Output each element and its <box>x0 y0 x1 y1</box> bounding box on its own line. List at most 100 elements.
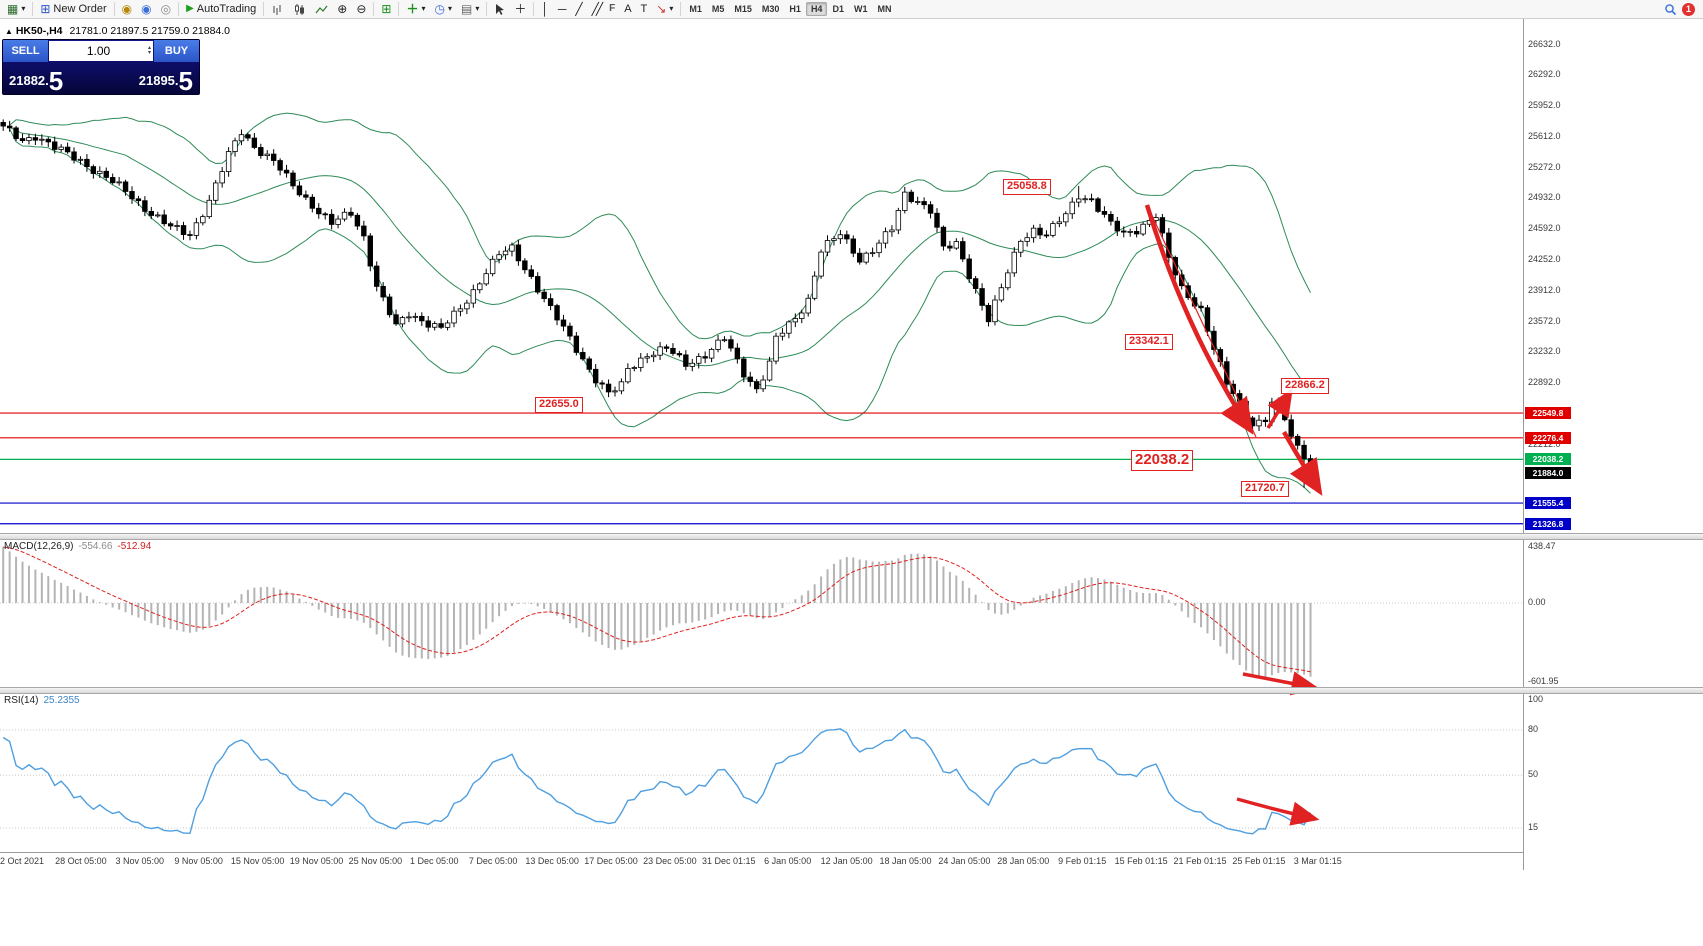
timeframe-m30[interactable]: M30 <box>761 3 780 14</box>
timeframe-w1[interactable]: W1 <box>853 3 868 14</box>
text-icon: A <box>624 2 632 15</box>
vertical-line-tool[interactable]: │ <box>537 1 553 18</box>
channel-tool[interactable]: ╱╱ <box>588 1 604 18</box>
text-tool[interactable]: A <box>620 1 635 18</box>
downtrend-arrow <box>1144 204 1254 435</box>
autotrading-button[interactable]: ▶ AutoTrading <box>186 3 257 15</box>
timeframe-m1[interactable]: M1 <box>689 3 702 14</box>
buy-price: 21895. 5 <box>138 66 193 96</box>
panel-splitter-macd[interactable] <box>0 533 1703 540</box>
timeframe-m15[interactable]: M15 <box>734 3 752 14</box>
arrows-tool[interactable]: ↘ ▾ <box>652 1 677 18</box>
periods-button[interactable]: ◷ ▾ <box>431 1 457 18</box>
rsi-label: RSI(14) 25.2355 <box>4 695 80 706</box>
stepper-down-icon[interactable]: ▾ <box>147 50 151 56</box>
sell-price: 21882. 5 <box>9 66 64 96</box>
collapse-panel-icon[interactable]: ▲ <box>5 27 13 36</box>
label-icon: T <box>640 2 648 15</box>
zoom-out-icon: ⊖ <box>356 2 367 16</box>
globe-icon: ◉ <box>141 2 152 16</box>
panel-splitter-rsi[interactable] <box>0 687 1703 694</box>
volume-input[interactable] <box>49 43 148 59</box>
rsi-value: 25.2355 <box>43 695 80 706</box>
zoom-in-button[interactable]: ⊕ <box>333 1 351 18</box>
trendline-tool[interactable]: ╱ <box>571 1 586 18</box>
search-button[interactable] <box>1660 1 1681 18</box>
community-button[interactable]: ◉ <box>137 1 155 18</box>
label-tool[interactable]: T <box>637 1 652 18</box>
stepper-up-icon[interactable]: ▴ <box>147 45 151 51</box>
price-axis-border <box>1523 19 1524 870</box>
chevron-down-icon: ▾ <box>448 4 453 13</box>
one-click-trading-panel: SELL ▴▾ BUY 21882.5 21895.5 <box>2 39 200 95</box>
chevron-down-icon: ▾ <box>669 4 674 13</box>
macd-signal-value: -512.94 <box>117 541 152 552</box>
arrow-tool-icon: ↘ <box>656 2 667 16</box>
timeframe-mn[interactable]: MN <box>877 3 892 14</box>
macd-label: MACD(12,26,9) -554.66 -512.94 <box>4 541 152 552</box>
candlestick-chart-button[interactable] <box>289 1 310 18</box>
buy-button[interactable]: BUY <box>154 40 199 62</box>
timeframe-h4[interactable]: H4 <box>805 1 828 16</box>
macd-main-value: -554.66 <box>78 541 113 552</box>
tile-windows-button[interactable]: ⊞ <box>377 1 395 18</box>
bar-chart-icon <box>273 4 281 15</box>
fibonacci-tool[interactable]: F <box>605 1 619 18</box>
bollinger-lower <box>9 128 1311 494</box>
templates-button[interactable]: ▤ ▾ <box>457 1 483 18</box>
zoom-out-button[interactable]: ⊖ <box>352 1 370 18</box>
chevron-down-icon: ▾ <box>21 4 26 13</box>
candlestick-chart-icon <box>295 3 305 15</box>
rsi-pane <box>0 728 1523 835</box>
channel-icon: ╱╱ <box>591 2 604 16</box>
indicator-plus-icon: ＋ <box>406 2 419 16</box>
ohlc-values: 21781.0 21897.5 21759.0 21884.0 <box>69 25 231 37</box>
indicators-button[interactable]: ＋ ▾ <box>402 1 429 18</box>
symbol-period: HK50-,H4 <box>15 25 63 37</box>
play-icon: ▶ <box>186 3 194 14</box>
timeframe-m5[interactable]: M5 <box>711 3 725 14</box>
new-order-button[interactable]: ⊞ New Order <box>40 2 107 16</box>
chat-icon: ◎ <box>160 2 172 16</box>
vertical-line-icon: │ <box>541 2 549 16</box>
zoom-in-icon: ⊕ <box>337 2 348 16</box>
crosshair-tool-button[interactable]: ＋ <box>510 1 530 18</box>
main-price-pane <box>0 112 1523 525</box>
crosshair-icon: ＋ <box>514 2 527 16</box>
macd-arrow <box>1242 671 1320 696</box>
chat-button[interactable]: ◎ <box>157 1 175 18</box>
new-chart-button[interactable]: ▦ ▾ <box>3 1 29 18</box>
clock-icon: ◷ <box>434 2 445 16</box>
sell-button[interactable]: SELL <box>3 40 48 62</box>
chart-ohlc-info: ▲ HK50-,H4 21781.0 21897.5 21759.0 21884… <box>5 25 230 37</box>
notification-badge[interactable]: 1 <box>1682 2 1695 16</box>
new-chart-icon: ▦ <box>7 2 19 16</box>
main-toolbar: ▦ ▾ ⊞ New Order ◉ ◉ ◎ ▶ AutoTrading ⊕ ⊖ … <box>0 0 1703 19</box>
annotation-arrows <box>1144 204 1323 826</box>
cursor-icon <box>496 3 505 15</box>
bar-chart-button[interactable] <box>267 1 288 18</box>
bounce-arrow <box>1266 388 1293 429</box>
chevron-down-icon: ▾ <box>475 4 480 13</box>
timeframe-h1[interactable]: H1 <box>789 3 801 14</box>
tile-windows-icon: ⊞ <box>381 2 392 16</box>
line-chart-button[interactable] <box>311 1 332 18</box>
rsi-line <box>2 728 1312 835</box>
template-icon: ▤ <box>461 2 473 16</box>
time-axis-border <box>0 852 1523 853</box>
volume-field[interactable]: ▴▾ <box>49 41 153 61</box>
chevron-down-icon: ▾ <box>421 4 426 13</box>
trendline-icon: ╱ <box>575 2 583 16</box>
new-order-icon: ⊞ <box>40 2 51 16</box>
timeframe-d1[interactable]: D1 <box>832 3 844 14</box>
horizontal-line-tool[interactable]: ─ <box>554 1 571 18</box>
line-chart-icon <box>315 5 328 13</box>
macd-pane <box>0 546 1523 678</box>
deposit-button[interactable]: ◉ <box>118 1 136 18</box>
volume-stepper[interactable]: ▴ ▾ <box>147 45 153 56</box>
horizontal-line-icon: ─ <box>557 2 567 16</box>
fibonacci-icon: F <box>609 3 616 14</box>
cursor-tool-button[interactable] <box>490 1 509 18</box>
macd-signal-line <box>3 546 1311 673</box>
